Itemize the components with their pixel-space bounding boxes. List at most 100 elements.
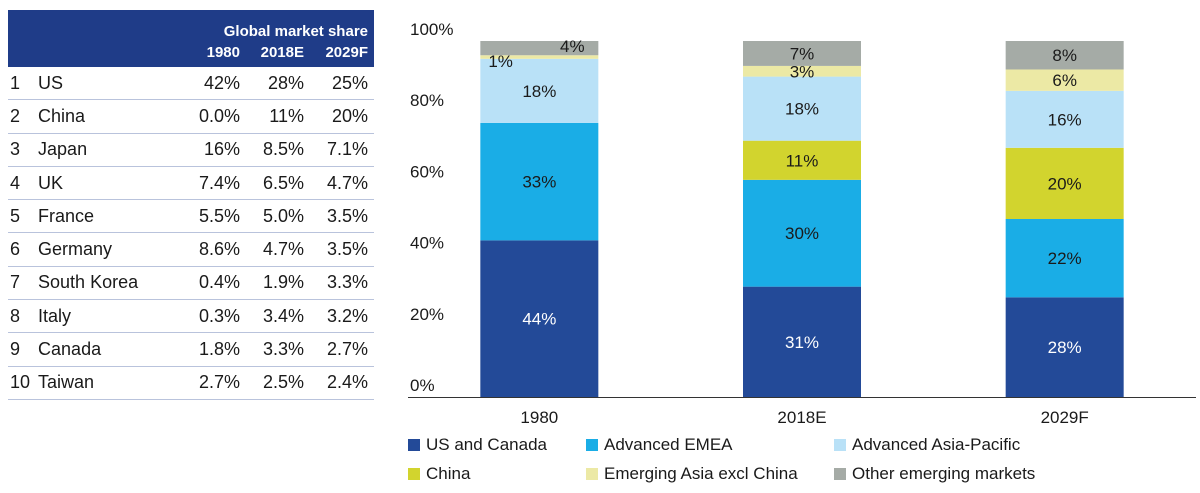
bar-segment	[1005, 69, 1124, 91]
legend-label: China	[426, 464, 471, 483]
table-cell-1980: 5.5%	[182, 199, 246, 234]
table-cell-rank: 4	[8, 166, 33, 201]
table-cell-rank: 7	[8, 266, 33, 301]
y-tick-label: 20%	[410, 305, 444, 324]
table-cell-2029f: 3.5%	[310, 199, 374, 234]
y-tick-label: 100%	[410, 20, 453, 39]
data-label: 44%	[522, 310, 556, 329]
table-cell-1980: 42%	[182, 67, 246, 101]
table-cell-2018e: 3.3%	[246, 332, 310, 367]
table-cell-2018e: 28%	[246, 67, 310, 101]
table-cell-1980: 1.8%	[182, 332, 246, 367]
legend-swatch	[586, 468, 598, 480]
legend-item: Advanced Asia-Pacific	[834, 435, 1020, 455]
bar-segment	[743, 65, 861, 77]
table-cell-country: Taiwan	[32, 366, 182, 400]
legend-swatch	[408, 439, 420, 451]
data-label: 33%	[522, 173, 556, 192]
table-header-rank	[8, 41, 33, 67]
table-row: 7 South Korea 0.4% 1.9% 3.3%	[8, 266, 374, 301]
x-tick-label: 2018E	[777, 408, 826, 427]
table-row: 6 Germany 8.6% 4.7% 3.5%	[8, 232, 374, 267]
table-cell-1980: 8.6%	[182, 232, 246, 267]
legend-label: US and Canada	[426, 435, 547, 454]
table-cell-2018e: 4.7%	[246, 232, 310, 267]
table-cell-2018e: 11%	[246, 99, 310, 134]
legend-swatch	[408, 468, 420, 480]
table-cell-2018e: 3.4%	[246, 299, 310, 334]
table-cell-1980: 16%	[182, 133, 246, 167]
table-cell-2029f: 7.1%	[310, 133, 374, 167]
table-header-1980: 1980	[182, 41, 246, 67]
data-label: 4%	[560, 37, 585, 56]
table-group-header: Global market share	[8, 10, 374, 41]
y-tick-label: 40%	[410, 234, 444, 253]
legend-item: Other emerging markets	[834, 464, 1035, 484]
table-cell-2029f: 25%	[310, 67, 374, 101]
data-label: 8%	[1052, 46, 1077, 65]
table-cell-2018e: 2.5%	[246, 366, 310, 400]
table-cell-2018e: 8.5%	[246, 133, 310, 167]
bar-segment	[743, 286, 861, 397]
bar-segment	[1005, 90, 1124, 148]
table-header-country	[32, 41, 182, 67]
table-cell-rank: 3	[8, 133, 33, 167]
table-cell-2029f: 3.3%	[310, 266, 374, 301]
y-tick-label: 0%	[410, 376, 435, 395]
table-cell-country: Italy	[32, 299, 182, 334]
bar-segment	[1005, 41, 1124, 70]
table-cell-country: France	[32, 199, 182, 234]
y-tick-label: 60%	[410, 162, 444, 181]
x-tick-label: 1980	[520, 408, 558, 427]
data-label: 6%	[1052, 71, 1077, 90]
data-label: 22%	[1048, 249, 1082, 268]
table-cell-country: UK	[32, 166, 182, 201]
data-label: 31%	[785, 333, 819, 352]
legend-label: Emerging Asia excl China	[604, 464, 798, 483]
y-tick-label: 80%	[410, 91, 444, 110]
table-cell-country: Canada	[32, 332, 182, 367]
table-cell-1980: 7.4%	[182, 166, 246, 201]
table-cell-1980: 2.7%	[182, 366, 246, 400]
bar-segment	[480, 122, 599, 241]
table-cell-2018e: 1.9%	[246, 266, 310, 301]
legend-label: Other emerging markets	[852, 464, 1036, 483]
bar-segment	[480, 55, 599, 59]
legend-swatch	[834, 468, 846, 480]
table-header-2029f: 2029F	[310, 41, 374, 67]
table-row: 9 Canada 1.8% 3.3% 2.7%	[8, 332, 374, 367]
legend-swatch	[586, 439, 598, 451]
table-cell-rank: 1	[8, 67, 33, 101]
bar-segment	[480, 58, 599, 123]
data-label: 7%	[790, 44, 815, 63]
data-label: 20%	[1048, 174, 1082, 193]
table-column-header-row: 1980 2018E 2029F	[8, 41, 374, 67]
table-cell-rank: 2	[8, 99, 33, 134]
legend-item: Advanced EMEA	[586, 435, 733, 455]
bar-segment	[743, 179, 861, 287]
bar-segment	[743, 140, 861, 180]
table-cell-country: South Korea	[32, 266, 182, 301]
data-label: 1%	[488, 52, 513, 71]
table-cell-country: US	[32, 67, 182, 101]
data-label: 18%	[522, 82, 556, 101]
data-label: 30%	[785, 224, 819, 243]
legend-label: Advanced EMEA	[604, 435, 733, 454]
table-row: 3 Japan 16% 8.5% 7.1%	[8, 133, 374, 167]
bar-segment	[1005, 147, 1124, 219]
legend-item: US and Canada	[408, 435, 547, 455]
table-cell-country: Japan	[32, 133, 182, 167]
table-header-2018e: 2018E	[246, 41, 310, 67]
bar-segment	[743, 76, 861, 141]
data-label: 11%	[786, 151, 819, 170]
data-label: 28%	[1048, 338, 1082, 357]
table-row: 5 France 5.5% 5.0% 3.5%	[8, 199, 374, 234]
data-label: 16%	[1048, 110, 1082, 129]
table-cell-2018e: 6.5%	[246, 166, 310, 201]
bar-segment	[480, 41, 599, 56]
x-tick-label: 2029F	[1041, 408, 1089, 427]
table-cell-rank: 6	[8, 232, 33, 267]
bar-segment	[480, 240, 599, 397]
table-cell-2029f: 3.5%	[310, 232, 374, 267]
bar-segment	[743, 41, 861, 66]
